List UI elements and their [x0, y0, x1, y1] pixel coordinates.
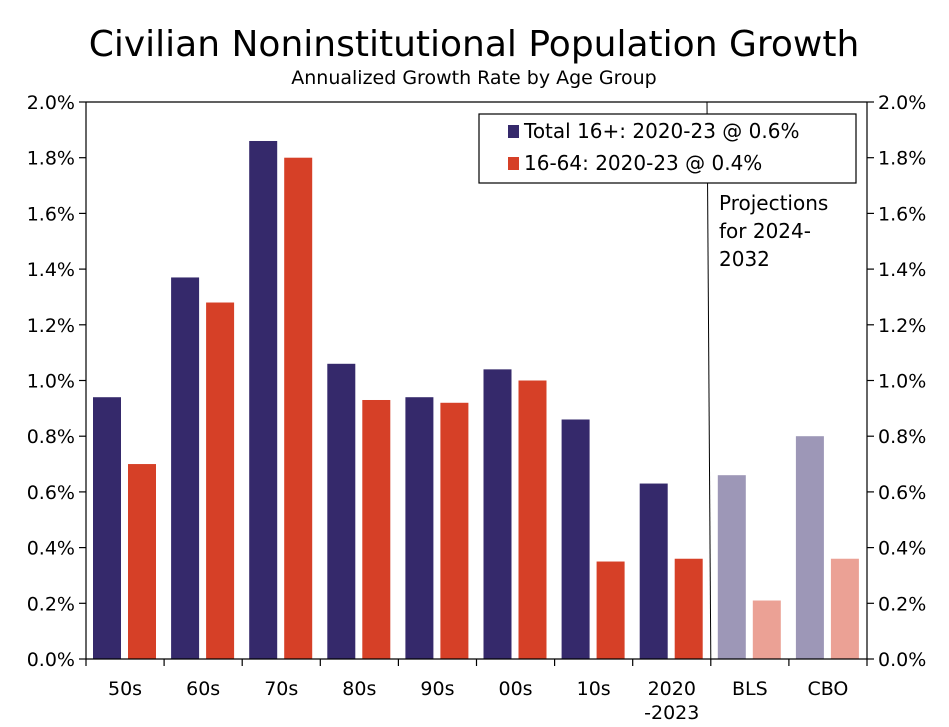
y-tick-label-left: 1.4%: [27, 259, 75, 281]
bar: [171, 277, 200, 659]
chart-subtitle: Annualized Growth Rate by Age Group: [291, 67, 656, 89]
legend-label: 16-64: 2020-23 @ 0.4%: [524, 151, 762, 175]
bar: [483, 369, 512, 659]
x-tick-label: 80s: [342, 678, 376, 700]
y-tick-label-right: 1.6%: [878, 203, 926, 225]
bar: [284, 157, 313, 659]
y-tick-label-right: 1.0%: [878, 371, 926, 393]
bar: [327, 363, 356, 659]
bar: [128, 464, 156, 659]
y-tick-label-right: 0.8%: [878, 426, 926, 448]
y-tick-label-right: 0.0%: [878, 649, 926, 671]
y-tick-label-left: 0.2%: [27, 593, 75, 615]
y-tick-label-right: 0.6%: [878, 482, 926, 504]
bar: [249, 140, 278, 660]
legend-swatch: [508, 125, 519, 138]
y-tick-label-left: 1.0%: [27, 371, 75, 393]
bar: [596, 561, 625, 659]
y-tick-label-right: 1.8%: [878, 148, 926, 170]
y-tick-label-left: 1.6%: [27, 203, 75, 225]
bar: [561, 419, 590, 659]
y-tick-label-left: 1.2%: [27, 315, 75, 337]
y-tick-label-right: 0.2%: [878, 593, 926, 615]
bar: [93, 397, 121, 659]
bar: [674, 558, 703, 659]
x-tick-label: CBO: [807, 678, 848, 700]
legend-label: Total 16+: 2020-23 @ 0.6%: [523, 119, 799, 143]
y-tick-label-left: 1.8%: [27, 148, 75, 170]
x-tick-label: BLS: [732, 678, 768, 700]
bar: [639, 483, 668, 659]
chart-title: Civilian Noninstitutional Population Gro…: [89, 24, 860, 65]
x-tick-label: 50s: [108, 678, 142, 700]
projection-divider: [706, 101, 712, 660]
bar: [518, 380, 547, 659]
bar: [362, 399, 391, 659]
y-tick-label-right: 1.2%: [878, 315, 926, 337]
y-tick-label-left: 0.6%: [27, 482, 75, 504]
legend-swatch: [508, 157, 519, 170]
x-tick-label: 10s: [577, 678, 611, 700]
x-tick-label: 00s: [499, 678, 533, 700]
x-tick-label: 60s: [186, 678, 220, 700]
y-tick-label-left: 0.0%: [27, 649, 75, 671]
x-tick-label: 2020 -2023: [644, 678, 699, 724]
x-tick-label: 90s: [420, 678, 454, 700]
y-tick-label-left: 0.8%: [27, 426, 75, 448]
bar: [206, 302, 235, 659]
legend-box: [478, 113, 857, 184]
y-tick-label-left: 2.0%: [27, 92, 75, 114]
bar: [405, 397, 434, 659]
y-tick-label-right: 2.0%: [878, 92, 926, 114]
plot-area: 0.0% 0.0% 0.2% 0.2% 0.4% 0.4% 0.6% 0.6% 0.8% 0.8%…: [27, 92, 927, 724]
y-tick-label-left: 0.4%: [27, 538, 75, 560]
bar: [830, 558, 859, 659]
x-tick-label: 70s: [264, 678, 298, 700]
bar: [752, 600, 781, 659]
y-tick-label-right: 1.4%: [878, 259, 926, 281]
bar: [717, 475, 746, 659]
y-tick-label-right: 0.4%: [878, 538, 926, 560]
projection-annotation: Projections for 2024-2032: [719, 191, 828, 271]
bar: [440, 402, 469, 659]
bar: [795, 436, 824, 659]
